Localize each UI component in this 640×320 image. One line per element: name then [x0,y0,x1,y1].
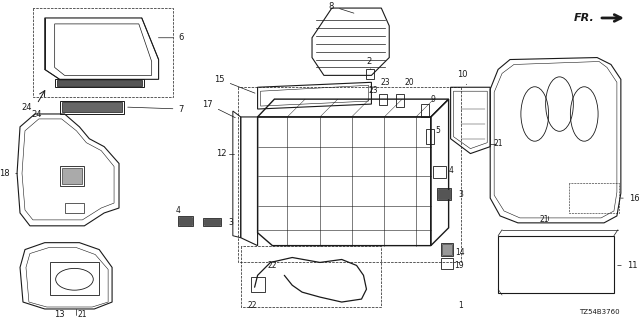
Text: 21: 21 [77,310,87,319]
Text: 24: 24 [31,110,42,119]
Text: 23: 23 [380,78,390,87]
Text: 3: 3 [458,190,463,199]
Text: 16: 16 [621,194,639,203]
Text: 24: 24 [22,102,32,112]
Text: FR.: FR. [574,13,595,23]
Text: 17: 17 [202,100,236,118]
Text: 2: 2 [367,57,372,69]
Text: 21: 21 [540,215,549,224]
Text: 21: 21 [493,139,503,148]
Text: 15: 15 [214,75,255,93]
Text: 4: 4 [448,166,453,175]
Text: 7: 7 [128,105,184,114]
Polygon shape [438,189,450,199]
Polygon shape [204,219,220,225]
Text: 22: 22 [268,261,277,270]
Text: 18: 18 [0,169,17,178]
Polygon shape [61,102,122,112]
Polygon shape [442,244,452,254]
Text: 3: 3 [228,218,234,227]
Text: 8: 8 [329,2,354,13]
Text: 11: 11 [618,261,637,270]
Polygon shape [61,168,83,184]
Text: 6: 6 [159,33,184,42]
Text: 23: 23 [369,86,378,95]
Text: 22: 22 [248,300,257,309]
Text: 12: 12 [216,149,226,158]
Text: 9: 9 [430,95,435,104]
Polygon shape [57,80,142,86]
Text: 14: 14 [456,248,465,257]
Text: 13: 13 [54,310,65,319]
Text: TZ54B3760: TZ54B3760 [579,309,620,315]
Text: 4: 4 [176,206,181,215]
Text: 10: 10 [457,70,468,85]
Text: 1: 1 [458,300,463,309]
Text: 5: 5 [435,126,440,135]
Text: 20: 20 [404,78,414,87]
Text: 19: 19 [454,261,463,270]
Polygon shape [179,217,192,225]
